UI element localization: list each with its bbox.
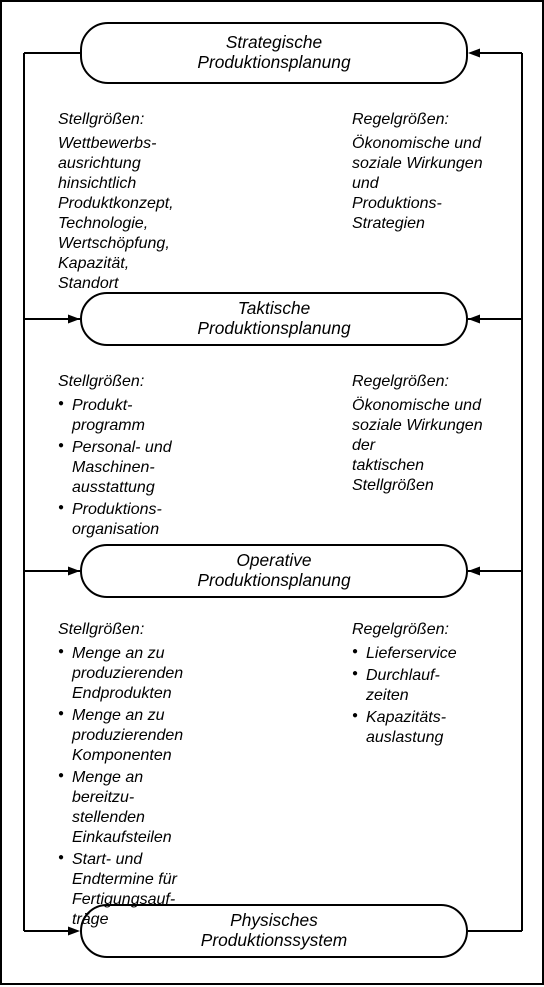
column-heading: Regelgrößen: [352,372,522,392]
node-line1: Operative [236,551,311,571]
bullet-item: Menge an bereitzu- stellenden Einkaufste… [58,768,248,848]
column-heading: Stellgrößen: [58,110,228,130]
node-line2: Produktionssystem [201,931,347,951]
bullet-item: Produktions- organisation [58,500,228,540]
column-heading: Regelgrößen: [352,110,522,130]
column-sec2_right: Regelgrößen: Ökonomische und soziale Wirk… [352,372,522,496]
column-sec3_left: Stellgrößen: Menge an zu produzierenden E… [58,620,248,932]
column-bullets: Menge an zu produzierenden EndproduktenM… [58,644,248,930]
node-line1: Taktische [238,299,311,319]
node-line2: Produktionsplanung [197,319,350,339]
bullet-item: Menge an zu produzierenden Komponenten [58,706,248,766]
node-line2: Produktionsplanung [197,571,350,591]
node-n2: TaktischeProduktionsplanung [80,292,468,346]
column-heading: Stellgrößen: [58,372,228,392]
column-bullets: Produkt- programmPersonal- und Maschinen… [58,396,228,540]
bullet-item: Start- und Endtermine für Fertigungsauf-… [58,850,248,930]
column-heading: Stellgrößen: [58,620,248,640]
column-sec1_right: Regelgrößen: Ökonomische und soziale Wirk… [352,110,522,234]
column-sec3_right: Regelgrößen: LieferserviceDurchlauf- zeit… [352,620,522,750]
column-heading: Regelgrößen: [352,620,522,640]
node-n1: StrategischeProduktionsplanung [80,22,468,84]
column-sec2_left: Stellgrößen: Produkt- programmPersonal- u… [58,372,228,542]
bullet-item: Personal- und Maschinen- ausstattung [58,438,228,498]
bullet-item: Menge an zu produzierenden Endprodukten [58,644,248,704]
bullet-item: Lieferservice [352,644,522,664]
column-text: Ökonomische und soziale Wirkungen der ta… [352,396,522,496]
bullet-item: Kapazitäts- auslastung [352,708,522,748]
bullet-item: Durchlauf- zeiten [352,666,522,706]
column-text: Ökonomische und soziale Wirkungen und Pr… [352,134,522,234]
column-bullets: LieferserviceDurchlauf- zeitenKapazitäts… [352,644,522,748]
column-text: Wettbewerbs- ausrichtung hinsichtlich Pr… [58,134,228,294]
bullet-item: Produkt- programm [58,396,228,436]
node-line1: Strategische [226,33,322,53]
node-line2: Produktionsplanung [197,53,350,73]
node-n3: OperativeProduktionsplanung [80,544,468,598]
column-sec1_left: Stellgrößen: Wettbewerbs- ausrichtung hin… [58,110,228,294]
diagram-canvas: StrategischeProduktionsplanungTaktischeP… [0,0,544,985]
